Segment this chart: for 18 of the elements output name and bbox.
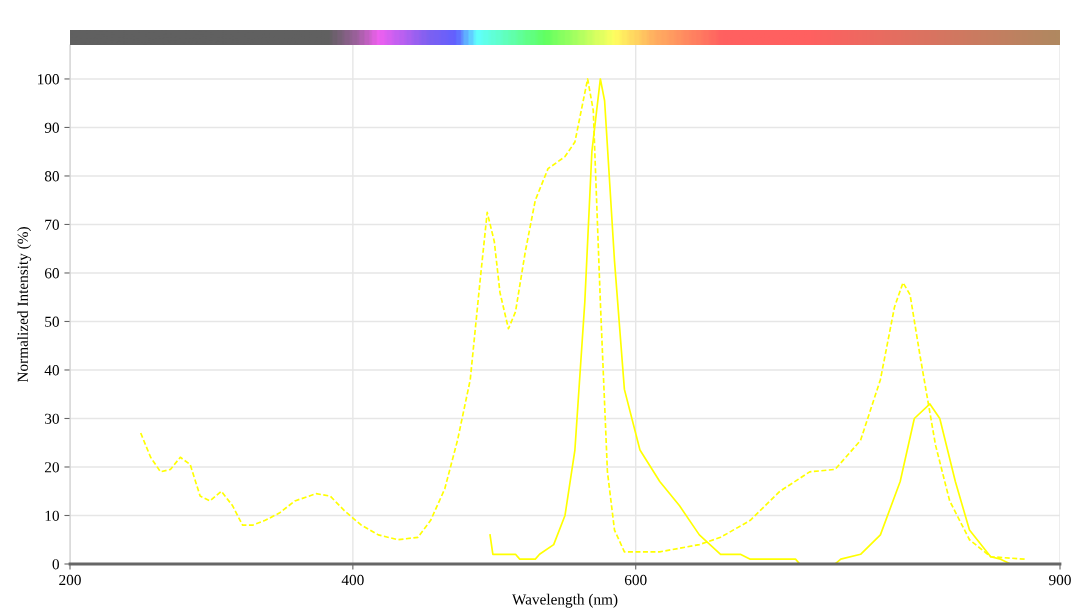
x-tick-label: 400 <box>341 574 364 586</box>
y-tick-label: 0 <box>52 559 59 570</box>
y-tick-label: 50 <box>45 316 59 327</box>
y-tick-label: 30 <box>45 413 59 424</box>
y-tick-label: 60 <box>44 268 59 279</box>
line-series <box>139 78 1026 560</box>
y-tick-label: 70 <box>45 219 59 230</box>
x-tick-label: 600 <box>624 574 647 586</box>
x-tick-label: 900 <box>1049 574 1071 586</box>
y-tick-label: 100 <box>38 74 59 85</box>
x-tick-label: 200 <box>59 574 81 586</box>
y-tick-label: 80 <box>44 171 59 182</box>
y-tick-label: 40 <box>44 365 59 376</box>
y-tick-label: 90 <box>44 122 59 133</box>
y-tick-label: 10 <box>45 510 59 521</box>
y-tick-label: 20 <box>44 462 59 473</box>
y-axis-title: Normalized Intensity (%) <box>17 227 32 383</box>
x-axis-title: Wavelength (nm) <box>511 593 618 608</box>
